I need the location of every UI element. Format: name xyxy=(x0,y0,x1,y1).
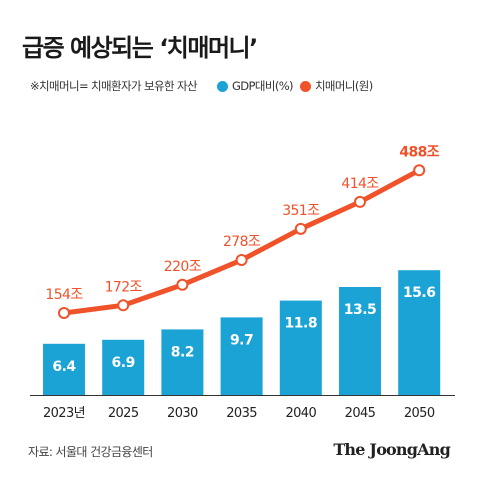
bar-label-4: 11.8 xyxy=(285,316,318,332)
source-note: 자료: 서울대 건강금융센터 xyxy=(28,445,153,459)
bar-label-5: 13.5 xyxy=(344,302,377,318)
line-label-6: 488조 xyxy=(399,144,439,160)
line-point-4 xyxy=(294,222,307,235)
chart-title: 급증 예상되는 ‘치매머니’ xyxy=(22,34,258,62)
x-tick-label-0: 2023년 xyxy=(43,406,85,421)
line-label-4: 351조 xyxy=(282,203,320,219)
x-tick-label-6: 2050 xyxy=(404,406,435,421)
x-tick-label-5: 2045 xyxy=(345,406,376,421)
line-point-2 xyxy=(176,278,189,291)
brand-logo: The JoongAng xyxy=(333,440,450,459)
legend-item-line: 치매머니(원) xyxy=(299,78,373,94)
bar-label-3: 9.7 xyxy=(230,332,253,348)
bar-label-2: 8.2 xyxy=(171,344,194,360)
chart-legend: ※치매머니= 치매환자가 보유한 자산 GDP대비(%) 치매머니(원) xyxy=(30,78,380,94)
line-label-0: 154조 xyxy=(45,287,83,303)
line-label-5: 414조 xyxy=(341,176,379,192)
line-label-1: 172조 xyxy=(105,279,143,295)
x-tick-label-4: 2040 xyxy=(285,406,316,421)
line-point-3 xyxy=(235,254,248,267)
x-tick-label-2: 2030 xyxy=(167,406,198,421)
bar-6 xyxy=(398,270,441,395)
bar-3 xyxy=(220,317,263,395)
bar-label-6: 15.6 xyxy=(403,285,436,301)
line-label-3: 278조 xyxy=(223,234,261,250)
bar-label-0: 6.4 xyxy=(52,359,76,375)
legend-item-bar: GDP대비(%) xyxy=(216,78,294,94)
line-label-2: 220조 xyxy=(164,259,202,275)
line-point-0 xyxy=(58,307,70,319)
bar-1 xyxy=(102,339,145,395)
legend-swatch-bar xyxy=(216,80,228,92)
legend-swatch-line xyxy=(299,80,311,92)
x-tick-label-3: 2035 xyxy=(226,406,257,421)
legend-note: ※치매머니= 치매환자가 보유한 자산 xyxy=(30,79,198,93)
bar-4 xyxy=(279,300,322,395)
line-point-1 xyxy=(117,299,130,312)
legend-label-line: 치매머니(원) xyxy=(314,79,373,93)
bar-label-1: 6.9 xyxy=(112,355,135,371)
bar-0 xyxy=(43,343,85,395)
line-point-5 xyxy=(354,195,366,208)
legend-label-bar: GDP대비(%) xyxy=(231,79,294,93)
line-point-6 xyxy=(413,164,426,177)
bar-2 xyxy=(161,329,204,395)
x-tick-label-1: 2025 xyxy=(108,406,139,421)
bar-5 xyxy=(339,287,381,395)
